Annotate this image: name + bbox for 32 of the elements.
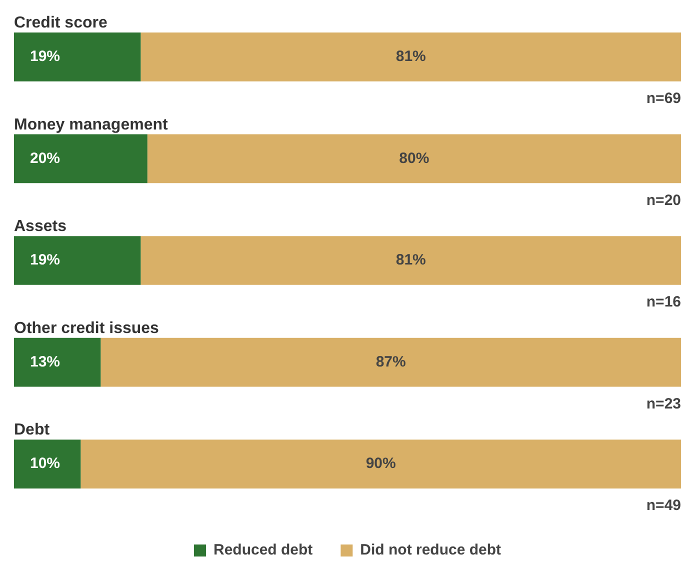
y-tick-label: Debt (14, 422, 50, 439)
legend-label: Reduced debt (213, 542, 313, 559)
legend-label: Did not reduce debt (360, 542, 502, 559)
y-tick-label: Credit score (14, 14, 108, 32)
data-label: 10% (30, 455, 60, 472)
data-label: 13% (30, 353, 60, 370)
y-tick-label: Other credit issues (14, 320, 160, 337)
bar (14, 236, 141, 285)
annotation: n=16 (646, 294, 681, 311)
data-label: 80% (399, 150, 430, 167)
y-tick-label: Money management (14, 116, 168, 134)
data-label: 90% (366, 455, 396, 472)
data-label: 87% (376, 353, 406, 370)
data-label: 81% (396, 48, 426, 66)
annotation: n=20 (646, 192, 681, 209)
data-label: 81% (396, 252, 426, 269)
data-label: 20% (30, 150, 60, 167)
bar (147, 134, 681, 184)
bar (140, 32, 681, 82)
annotation: n=69 (646, 90, 681, 107)
y-tick-label: Assets (14, 218, 67, 236)
bar (14, 440, 81, 489)
bar (14, 134, 148, 184)
bar (140, 236, 681, 285)
data-label: 19% (30, 252, 60, 269)
data-label: 19% (30, 48, 60, 66)
bar (14, 32, 141, 82)
bar (80, 440, 681, 489)
bar (100, 338, 681, 387)
text: n=49 (646, 497, 681, 514)
annotation: n=23 (646, 395, 681, 412)
bar (14, 338, 101, 387)
